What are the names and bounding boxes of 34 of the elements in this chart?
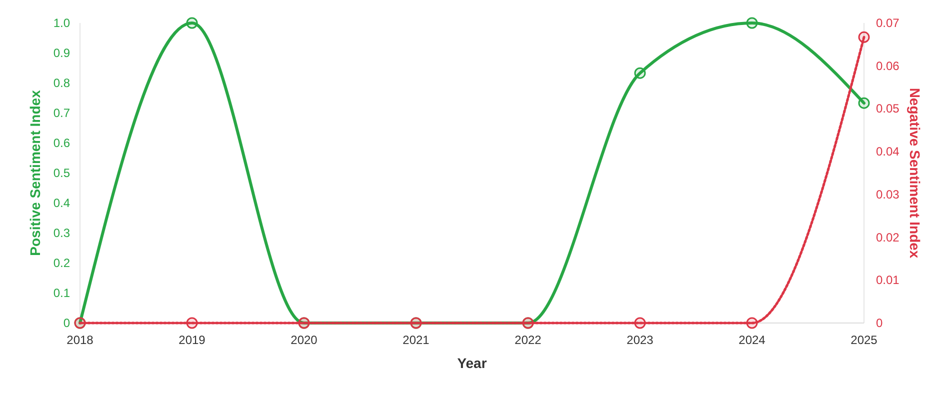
y-tick-label: 0.1 — [53, 286, 70, 300]
point — [746, 17, 758, 29]
y-tick-label: 0.9 — [53, 46, 70, 60]
x-tick-label: 2019 — [178, 333, 206, 347]
y-tick-label: 0.8 — [53, 76, 70, 90]
point — [634, 67, 646, 79]
y2-tick-label: 0.03 — [876, 187, 900, 202]
x-axis-title: Year — [457, 355, 488, 371]
x-tick-label: 2018 — [66, 333, 94, 347]
y-tick-label: 0.3 — [53, 226, 70, 240]
point — [858, 97, 870, 109]
y-tick-label: 0.5 — [53, 166, 70, 180]
y-tick-label: 0.2 — [53, 256, 70, 270]
y2-tick-label: 0.07 — [876, 16, 900, 30]
x-tick-label: 2021 — [402, 333, 430, 347]
y-tick-label: 0.7 — [53, 106, 70, 120]
y2-tick-label: 0.02 — [876, 230, 900, 244]
y-tick-label: 1.0 — [53, 16, 70, 30]
y2-axis-title: Negative Sentiment Index — [907, 88, 923, 258]
x-tick-label: 2020 — [290, 333, 318, 347]
x-tick-label: 2022 — [514, 333, 542, 347]
y2-tick-label: 0.06 — [876, 58, 900, 73]
y2-tick-label: 0.05 — [876, 102, 900, 116]
y2-tick-label: 0.01 — [876, 273, 900, 288]
y2-tick-label: 0 — [876, 316, 883, 330]
y-tick-label: 0.4 — [53, 196, 70, 210]
y-tick-label: 0.6 — [53, 136, 70, 150]
x-tick-label: 2025 — [850, 333, 878, 347]
y-axis-title: Positive Sentiment Index — [27, 90, 43, 256]
y-tick-label: 0 — [63, 316, 70, 330]
point — [186, 17, 198, 29]
x-tick-label: 2023 — [626, 333, 654, 347]
x-tick-label: 2024 — [738, 333, 766, 347]
y2-tick-label: 0.04 — [876, 144, 900, 159]
